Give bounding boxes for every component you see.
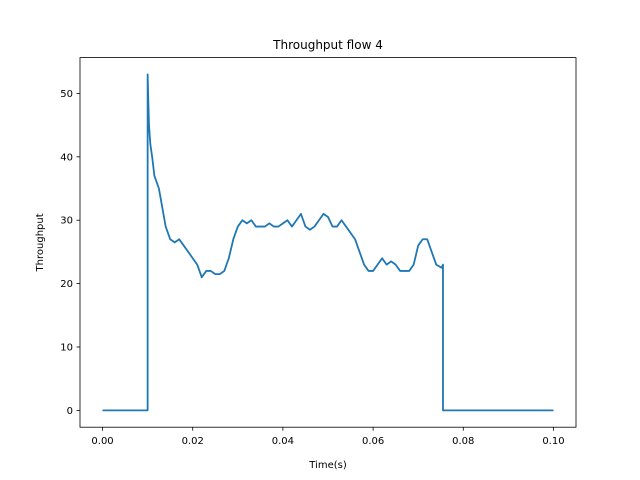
x-axis-label: Time(s) <box>308 460 347 471</box>
chart-title: Throughput flow 4 <box>272 38 383 52</box>
x-tick-label: 0.08 <box>452 436 474 447</box>
y-axis-label: Throughput <box>35 213 46 272</box>
y-tick-label: 50 <box>60 89 73 100</box>
x-axis-ticks: 0.00 0.02 0.04 0.06 0.08 0.10 <box>91 427 565 447</box>
x-tick-label: 0.00 <box>91 436 113 447</box>
y-tick-label: 20 <box>60 279 73 290</box>
y-tick-label: 30 <box>60 216 73 227</box>
x-tick-label: 0.06 <box>362 436 384 447</box>
y-axis-ticks: 0 10 20 30 40 50 <box>60 89 80 417</box>
y-tick-label: 40 <box>60 152 73 163</box>
x-tick-label: 0.10 <box>542 436 564 447</box>
x-tick-label: 0.04 <box>272 436 294 447</box>
plot-frame <box>79 57 577 428</box>
series-line-0 <box>102 73 554 412</box>
plot-line-layer <box>102 73 554 412</box>
y-tick-label: 0 <box>67 406 73 417</box>
x-tick-label: 0.02 <box>182 436 204 447</box>
y-tick-label: 10 <box>60 343 73 354</box>
